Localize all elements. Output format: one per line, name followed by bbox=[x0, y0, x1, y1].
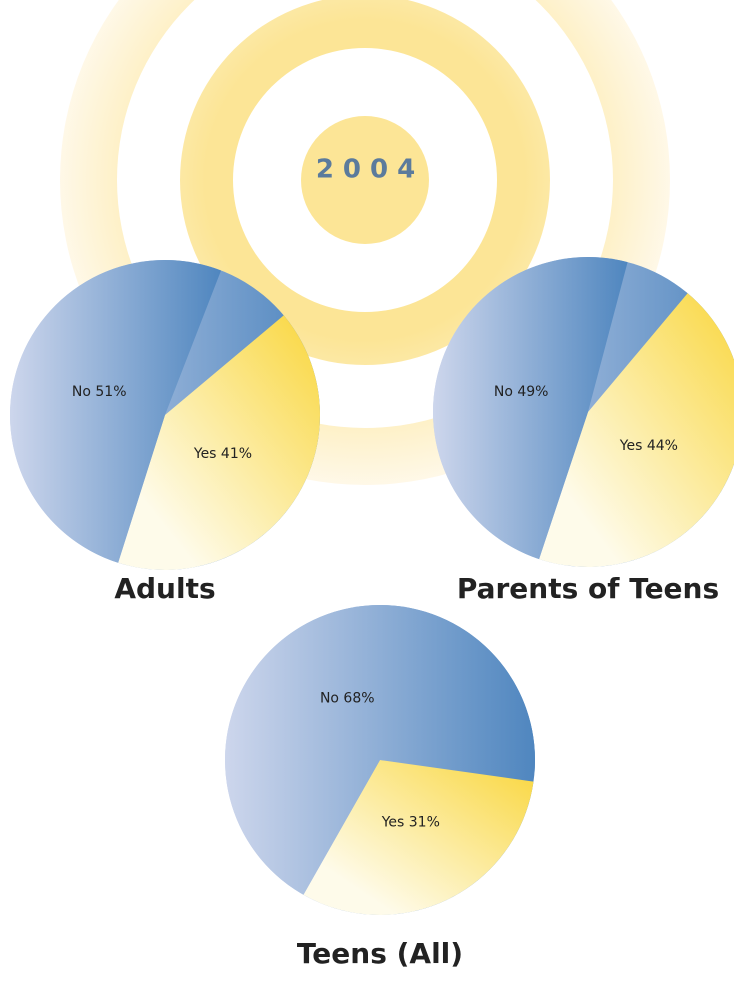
year: 2004 bbox=[316, 155, 424, 185]
slice-label: Yes 44% bbox=[619, 438, 678, 454]
slice-label: No 68% bbox=[320, 690, 375, 706]
slice-label: No 49% bbox=[494, 384, 549, 400]
chart: 2004 Yes 41% No 51% Adults Yes 44% No 49% Par… bbox=[0, 0, 734, 1005]
slice-label: Yes 31% bbox=[381, 815, 440, 831]
slice-label: Yes 41% bbox=[193, 446, 252, 462]
page: {"header": {"year": "2004"}, "chart_data… bbox=[0, 0, 734, 1005]
pie-title: Teens (All) bbox=[297, 937, 463, 970]
pie-title: Adults bbox=[114, 572, 215, 605]
pie-title: Parents of Teens bbox=[457, 572, 719, 605]
slice-label: No 51% bbox=[72, 384, 127, 400]
